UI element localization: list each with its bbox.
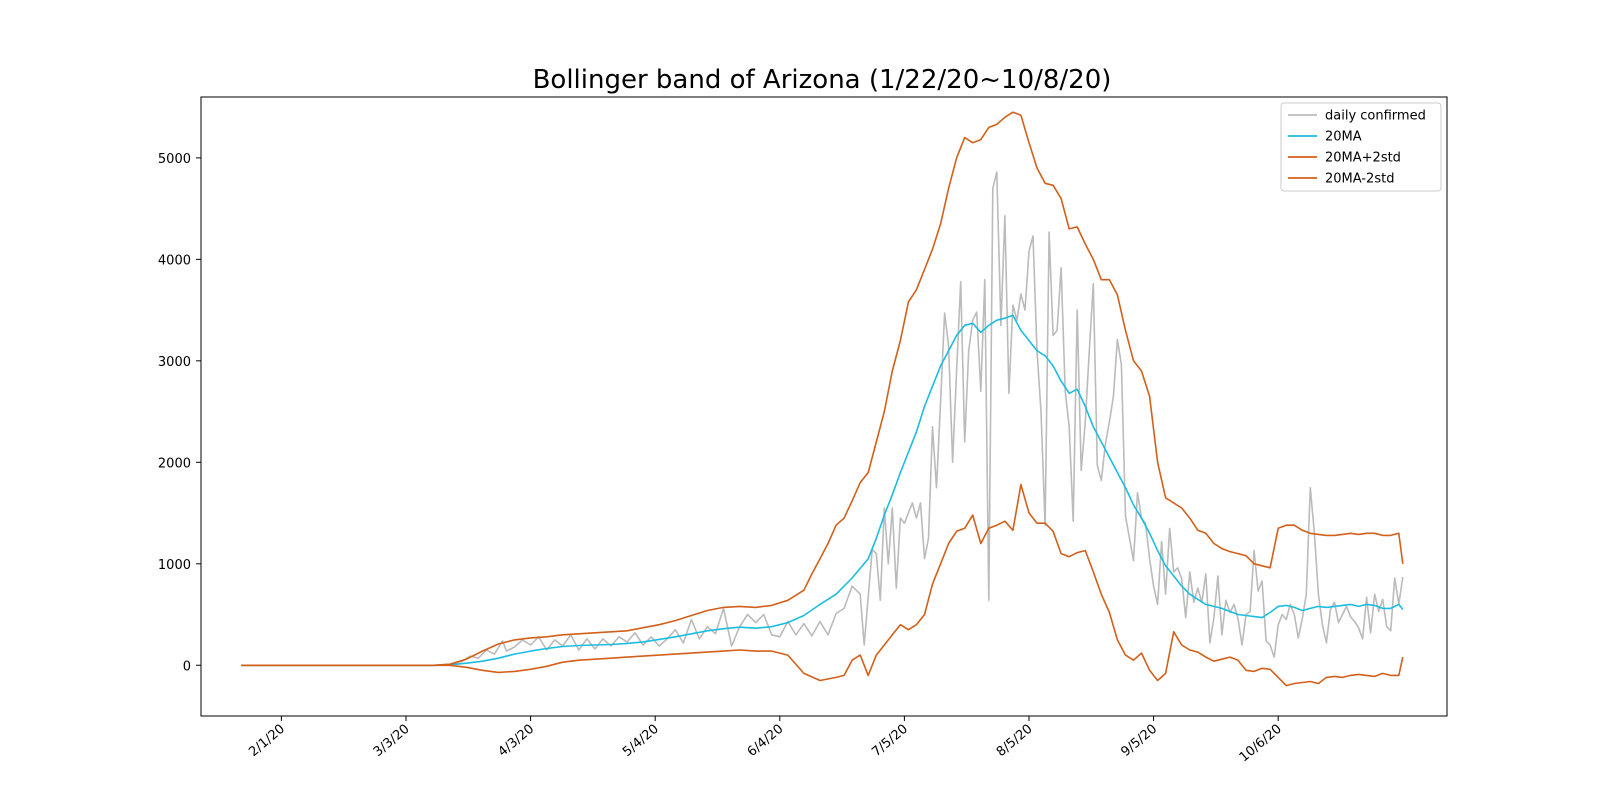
legend-label-0: daily confirmed xyxy=(1325,109,1426,124)
y-tick-label-1: 1000 xyxy=(158,558,191,573)
x-axis: 2/1/20 3/3/20 4/3/20 5/4/20 6/4/20 7/5/20 8/5/… xyxy=(246,716,1285,766)
x-tick-label-2: 4/3/20 xyxy=(495,722,537,760)
legend-label-2: 20MA+2std xyxy=(1325,151,1401,166)
legend-label-3: 20MA-2std xyxy=(1325,172,1394,187)
x-tick-label-6: 8/5/20 xyxy=(994,722,1036,760)
x-tick-label-1: 3/3/20 xyxy=(371,722,413,760)
chart-title: Bollinger band of Arizona (1/22/20~10/8/… xyxy=(533,65,1112,95)
y-tick-label-3: 3000 xyxy=(158,355,191,370)
y-tick-label-4: 4000 xyxy=(158,253,191,268)
series-line-2 xyxy=(241,111,1404,667)
legend-box xyxy=(1280,102,1442,192)
y-axis: 0 1000 2000 3000 4000 5000 xyxy=(158,152,201,674)
series-line-0 xyxy=(241,171,1404,667)
y-tick-label-5: 5000 xyxy=(158,152,191,167)
x-tick-label-8: 10/6/20 xyxy=(1237,722,1285,766)
series-line-3 xyxy=(241,483,1404,687)
x-tick-label-0: 2/1/20 xyxy=(246,722,288,760)
x-tick-label-7: 9/5/20 xyxy=(1118,722,1160,760)
legend-label-1: 20MA xyxy=(1325,130,1362,145)
x-tick-label-5: 7/5/20 xyxy=(869,722,911,760)
x-tick-label-4: 6/4/20 xyxy=(745,722,787,760)
legend: daily confirmed 20MA 20MA+2std 20MA-2std xyxy=(1280,102,1442,192)
y-tick-label-2: 2000 xyxy=(158,456,191,471)
x-tick-label-3: 5/4/20 xyxy=(620,722,662,760)
plot-area-frame xyxy=(200,96,1448,717)
series-line-1 xyxy=(241,314,1404,667)
series-layer xyxy=(241,111,1404,687)
y-tick-label-0: 0 xyxy=(183,659,191,674)
